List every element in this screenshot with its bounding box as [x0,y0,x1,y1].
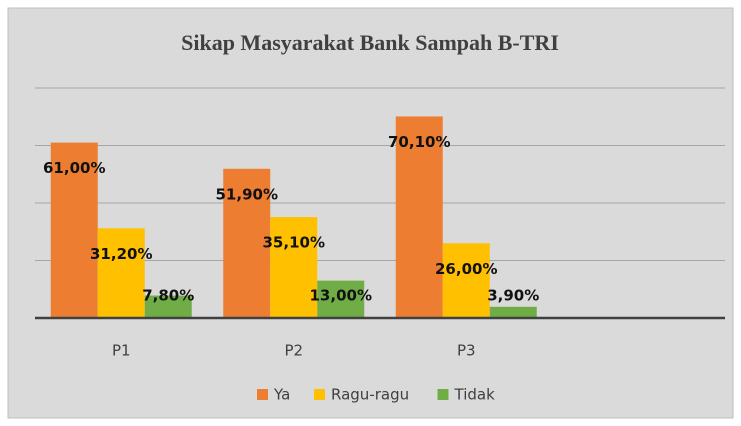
legend-swatch [437,389,449,400]
legend-swatch [257,389,268,400]
data-label: 26,00% [435,260,497,278]
data-label: 7,80% [142,287,194,305]
data-label: 51,90% [216,185,278,203]
chart-title: Sikap Masyarakat Bank Sampah B-TRI [181,30,559,55]
x-tick-label: P3 [457,342,476,360]
x-tick-label: P2 [284,342,303,360]
data-label: 35,10% [263,234,325,252]
data-label: 13,00% [310,287,372,305]
legend-label: Ya [273,386,290,404]
bar [144,295,192,318]
bar [270,217,318,318]
data-label: 70,10% [388,133,450,151]
bar [489,306,537,318]
legend-swatch [314,389,325,400]
bar [442,243,490,318]
bar [97,228,145,318]
x-tick-label: P1 [112,342,131,360]
data-label: 61,00% [43,159,105,177]
legend-label: Ragu-ragu [331,386,409,404]
bar [223,168,271,318]
bar [317,280,365,318]
bar [395,116,443,319]
data-label: 3,90% [487,287,539,305]
data-label: 31,20% [90,245,152,263]
legend-label: Tidak [454,386,496,404]
chart-background [7,7,734,419]
bar [50,142,98,318]
